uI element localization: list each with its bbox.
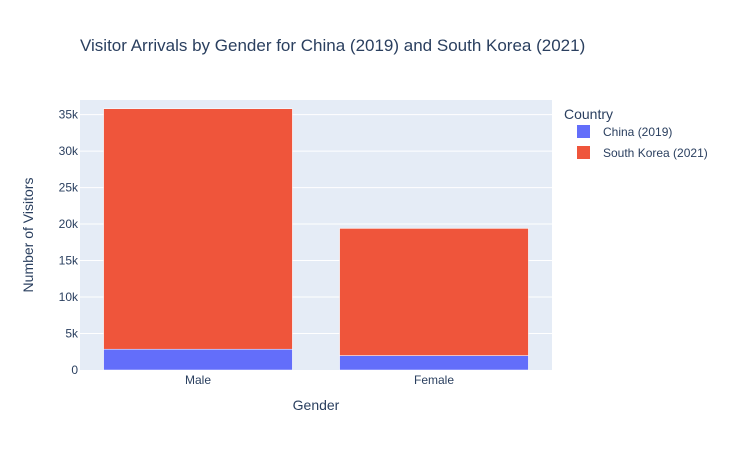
y-tick-label: 30k [59, 144, 79, 158]
legend-label[interactable]: South Korea (2021) [603, 146, 708, 160]
bars [103, 108, 529, 371]
chart-title: Visitor Arrivals by Gender for China (20… [80, 36, 585, 55]
bar-male-series-1[interactable] [103, 348, 293, 371]
y-axis-title: Number of Visitors [20, 178, 36, 293]
x-tick-label: Male [185, 373, 211, 387]
legend-label[interactable]: China (2019) [603, 125, 672, 139]
bar-female-series-1[interactable] [339, 355, 529, 371]
y-tick-label: 5k [65, 327, 79, 341]
bar-female-series-2[interactable] [339, 228, 529, 356]
bar-male-series-2[interactable] [103, 108, 293, 350]
x-axis-ticks: Male Female [185, 373, 454, 387]
y-tick-label: 15k [59, 254, 79, 268]
legend-title: Country [564, 106, 613, 122]
legend-swatch[interactable] [577, 146, 590, 159]
y-tick-label: 25k [59, 181, 79, 195]
y-axis-ticks: 0 5k 10k 15k 20k 25k 30k 35k [59, 108, 79, 377]
y-tick-label: 35k [59, 108, 79, 122]
legend-swatch[interactable] [577, 125, 590, 138]
y-tick-label: 20k [59, 217, 79, 231]
y-tick-label: 0 [71, 363, 78, 377]
y-tick-label: 10k [59, 290, 79, 304]
x-tick-label: Female [414, 373, 454, 387]
x-axis-title: Gender [293, 397, 340, 413]
legend[interactable]: Country China (2019) South Korea (2021) [564, 106, 708, 160]
